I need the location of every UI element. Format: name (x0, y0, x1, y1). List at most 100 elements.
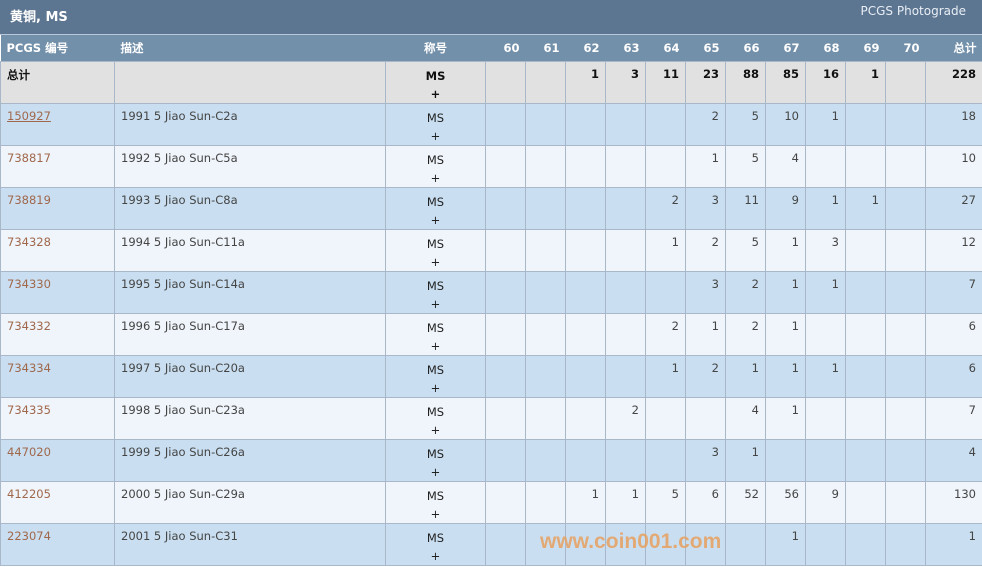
designation-label: MS (426, 446, 445, 461)
header-grade-62: 62 (565, 35, 606, 61)
grade-count-66 (725, 522, 766, 566)
grade-count-70 (885, 354, 926, 398)
grade-count-69 (845, 312, 886, 356)
grade-count-60 (485, 186, 526, 230)
table-row: 412205 2000 5 Jiao Sun-C29a MS +1 1 5 6 52 56 9 13… (0, 480, 982, 524)
plus-toggle[interactable]: + (430, 254, 441, 269)
grade-count-63 (605, 186, 646, 230)
designation-label: MS (426, 152, 445, 167)
plus-toggle[interactable]: + (430, 380, 441, 395)
grade-count-63: 3 (605, 60, 646, 104)
pcgs-cell: 738819 (0, 186, 115, 230)
header-grade-60: 60 (485, 35, 526, 61)
grade-count-60 (485, 438, 526, 482)
grade-count-61 (525, 102, 566, 146)
grade-count-64: 1 (645, 228, 686, 272)
pcgs-number-link[interactable]: 447020 (7, 444, 51, 459)
grade-count-70 (885, 312, 926, 356)
grade-count-65: 23 (685, 60, 726, 104)
total-row: 总计 MS +1 3 11 23 88 85 16 1 228 (0, 60, 982, 104)
grade-count-61 (525, 144, 566, 188)
row-total: 6 (925, 312, 982, 356)
table-row: 150927 1991 5 Jiao Sun-C2a MS +2 5 10 1 18 (0, 102, 982, 146)
grade-count-69 (845, 228, 886, 272)
grade-count-68: 9 (805, 480, 846, 524)
grade-count-70 (885, 438, 926, 482)
pcgs-number-link[interactable]: 734334 (7, 360, 51, 375)
grade-count-70 (885, 396, 926, 440)
grade-count-65 (685, 522, 726, 566)
grade-count-61 (525, 480, 566, 524)
pcgs-number-link[interactable]: 412205 (7, 486, 51, 501)
designation-label: MS (426, 194, 445, 209)
photograde-link[interactable]: PCGS Photograde (860, 4, 966, 18)
designation-cell: MS + (385, 228, 486, 272)
pcgs-cell: 总计 (0, 60, 115, 104)
plus-toggle[interactable]: + (430, 464, 441, 479)
grade-count-65: 2 (685, 102, 726, 146)
pcgs-number-link[interactable]: 150927 (7, 108, 51, 123)
grade-count-69 (845, 522, 886, 566)
grade-count-67: 85 (765, 60, 806, 104)
designation-cell: MS + (385, 354, 486, 398)
plus-toggle[interactable]: + (430, 86, 441, 101)
table-row: 734328 1994 5 Jiao Sun-C11a MS +1 2 5 1 3 12 (0, 228, 982, 272)
pcgs-cell: 734328 (0, 228, 115, 272)
pcgs-number-link[interactable]: 734328 (7, 234, 51, 249)
grade-count-69: 1 (845, 186, 886, 230)
designation-cell: MS + (385, 186, 486, 230)
pcgs-cell: 734330 (0, 270, 115, 314)
grade-count-62 (565, 396, 606, 440)
plus-toggle[interactable]: + (430, 212, 441, 227)
table-row: 447020 1999 5 Jiao Sun-C26a MS +3 1 4 (0, 438, 982, 482)
header-total: 总计 (925, 35, 982, 61)
header-grade-70: 70 (885, 35, 926, 61)
grade-count-62 (565, 312, 606, 356)
grade-count-64 (645, 396, 686, 440)
row-total: 12 (925, 228, 982, 272)
designation-cell: MS + (385, 396, 486, 440)
population-table: PCGS 编号 描述 称号 60 61 62 63 64 65 66 67 68 69 70 总计 总… (0, 35, 982, 566)
row-total: 27 (925, 186, 982, 230)
grade-count-64: 1 (645, 354, 686, 398)
grade-count-64: 5 (645, 480, 686, 524)
plus-toggle[interactable]: + (430, 338, 441, 353)
designation-label: MS (426, 110, 445, 125)
designation-cell: MS + (385, 144, 486, 188)
plus-toggle[interactable]: + (430, 170, 441, 185)
pcgs-cell: 150927 (0, 102, 115, 146)
table-row: 734332 1996 5 Jiao Sun-C17a MS +2 1 2 1 6 (0, 312, 982, 356)
grade-count-63 (605, 144, 646, 188)
grade-count-69 (845, 396, 886, 440)
description-cell: 1993 5 Jiao Sun-C8a (114, 186, 386, 230)
grade-count-66: 1 (725, 354, 766, 398)
grade-count-68: 1 (805, 270, 846, 314)
grade-count-70 (885, 228, 926, 272)
header-grade-66: 66 (725, 35, 766, 61)
title-bar: 黄铜, MS PCGS Photograde (0, 0, 982, 35)
designation-label: MS (426, 362, 445, 377)
pcgs-number-link[interactable]: 734332 (7, 318, 51, 333)
row-total: 18 (925, 102, 982, 146)
plus-toggle[interactable]: + (430, 548, 441, 563)
plus-toggle[interactable]: + (430, 506, 441, 521)
grade-count-62: 1 (565, 480, 606, 524)
plus-toggle[interactable]: + (430, 422, 441, 437)
plus-toggle[interactable]: + (430, 296, 441, 311)
pcgs-number-link[interactable]: 734330 (7, 276, 51, 291)
grade-count-70 (885, 522, 926, 566)
page-title: 黄铜, MS (10, 10, 68, 25)
pcgs-number-link[interactable]: 738817 (7, 150, 51, 165)
pcgs-number-link[interactable]: 738819 (7, 192, 51, 207)
grade-count-60 (485, 312, 526, 356)
grade-count-68 (805, 144, 846, 188)
description-cell: 2000 5 Jiao Sun-C29a (114, 480, 386, 524)
grade-count-65: 2 (685, 228, 726, 272)
grade-count-70 (885, 480, 926, 524)
grade-count-62 (565, 144, 606, 188)
grade-count-60 (485, 522, 526, 566)
grade-count-62 (565, 522, 606, 566)
pcgs-number-link[interactable]: 734335 (7, 402, 51, 417)
plus-toggle[interactable]: + (430, 128, 441, 143)
pcgs-number-link[interactable]: 223074 (7, 528, 51, 543)
